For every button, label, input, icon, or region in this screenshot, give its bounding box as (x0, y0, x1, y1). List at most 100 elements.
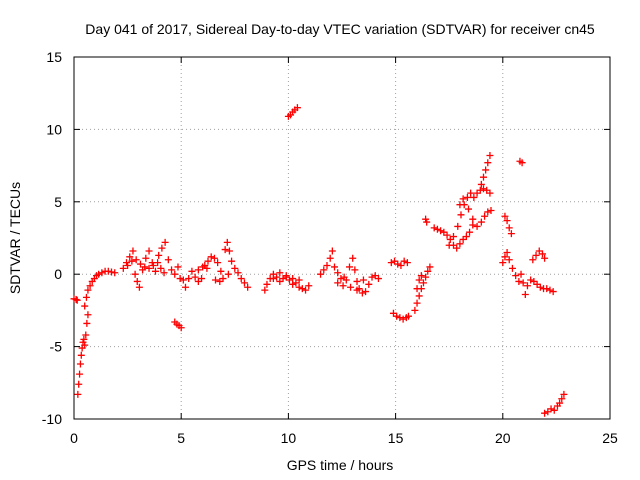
data-point (411, 306, 419, 314)
data-point (512, 272, 520, 280)
data-point (295, 276, 303, 284)
data-point (549, 288, 557, 296)
data-point (149, 262, 157, 270)
data-point (328, 247, 336, 255)
x-axis-label: GPS time / hours (287, 457, 394, 473)
data-point (298, 285, 306, 293)
data-point (477, 180, 485, 188)
data-point (541, 254, 549, 262)
data-point (532, 251, 540, 259)
data-point (484, 208, 492, 216)
tick-labels: 0 5 10 15 20 25 -10 -5 0 5 10 15 (42, 49, 618, 446)
x-tick-label: 15 (388, 430, 404, 446)
data-point (340, 273, 348, 281)
data-point (132, 256, 140, 264)
data-point (334, 279, 342, 287)
data-point (482, 166, 490, 174)
data-point (84, 286, 92, 294)
data-point (224, 270, 232, 278)
data-point (305, 282, 313, 290)
data-point (181, 283, 189, 291)
data-point (481, 212, 489, 220)
data-point (76, 360, 84, 368)
data-point (456, 201, 464, 209)
data-point (501, 253, 509, 261)
data-point (164, 256, 172, 264)
data-point (207, 253, 215, 261)
data-point (464, 205, 472, 213)
data-point (480, 173, 488, 181)
data-point (499, 259, 507, 267)
data-point (413, 299, 421, 307)
data-point (462, 233, 470, 241)
data-point (188, 267, 196, 275)
data-point (353, 286, 361, 294)
data-point (339, 282, 347, 290)
data-point (273, 273, 281, 281)
data-point (185, 275, 193, 283)
data-point (168, 266, 176, 274)
data-points (70, 104, 568, 417)
data-point (223, 238, 231, 246)
data-point (141, 263, 149, 271)
data-point (519, 279, 527, 287)
data-point (518, 159, 526, 167)
data-point (445, 241, 453, 249)
data-point (396, 314, 404, 322)
data-point (237, 275, 245, 283)
data-point (81, 341, 89, 349)
chart-title: Day 041 of 2017, Sidereal Day-to-day VTE… (85, 21, 595, 37)
data-point (76, 370, 84, 378)
data-point (154, 259, 162, 267)
data-point (73, 296, 81, 304)
data-point (397, 262, 405, 270)
data-point (75, 380, 83, 388)
data-point (508, 264, 516, 272)
data-point (358, 289, 366, 297)
data-point (198, 275, 206, 283)
data-point (136, 260, 144, 268)
data-point (95, 270, 103, 278)
data-point (86, 282, 94, 290)
x-tick-label: 20 (495, 430, 511, 446)
data-point (424, 267, 432, 275)
data-point (191, 273, 199, 281)
data-point (171, 270, 179, 278)
data-point (77, 351, 85, 359)
data-point (347, 283, 355, 291)
data-point (466, 228, 474, 236)
data-point (216, 277, 224, 285)
data-point (83, 319, 91, 327)
y-tick-label: -5 (50, 339, 63, 355)
data-point (404, 312, 412, 320)
data-point (353, 277, 361, 285)
data-point (161, 238, 169, 246)
data-point (443, 231, 451, 239)
x-tick-label: 0 (70, 430, 78, 446)
data-point (131, 270, 139, 278)
data-point (142, 254, 150, 262)
data-point (145, 247, 153, 255)
data-point (157, 264, 165, 272)
data-point (449, 233, 457, 241)
data-point (225, 247, 233, 255)
y-tick-label: 0 (54, 266, 62, 282)
data-point (293, 104, 301, 112)
x-tick-label: 5 (177, 430, 185, 446)
data-point (473, 222, 481, 230)
data-point (158, 244, 166, 252)
data-point (155, 251, 163, 259)
data-point (484, 159, 492, 167)
x-tick-label: 25 (602, 430, 618, 446)
data-point (82, 293, 90, 301)
data-point (135, 283, 143, 291)
data-point (295, 283, 303, 291)
data-point (469, 215, 477, 223)
data-point (276, 269, 284, 277)
data-point (269, 275, 277, 283)
data-point (457, 211, 465, 219)
data-point (505, 256, 513, 264)
data-point (538, 250, 546, 258)
data-point (359, 276, 367, 284)
